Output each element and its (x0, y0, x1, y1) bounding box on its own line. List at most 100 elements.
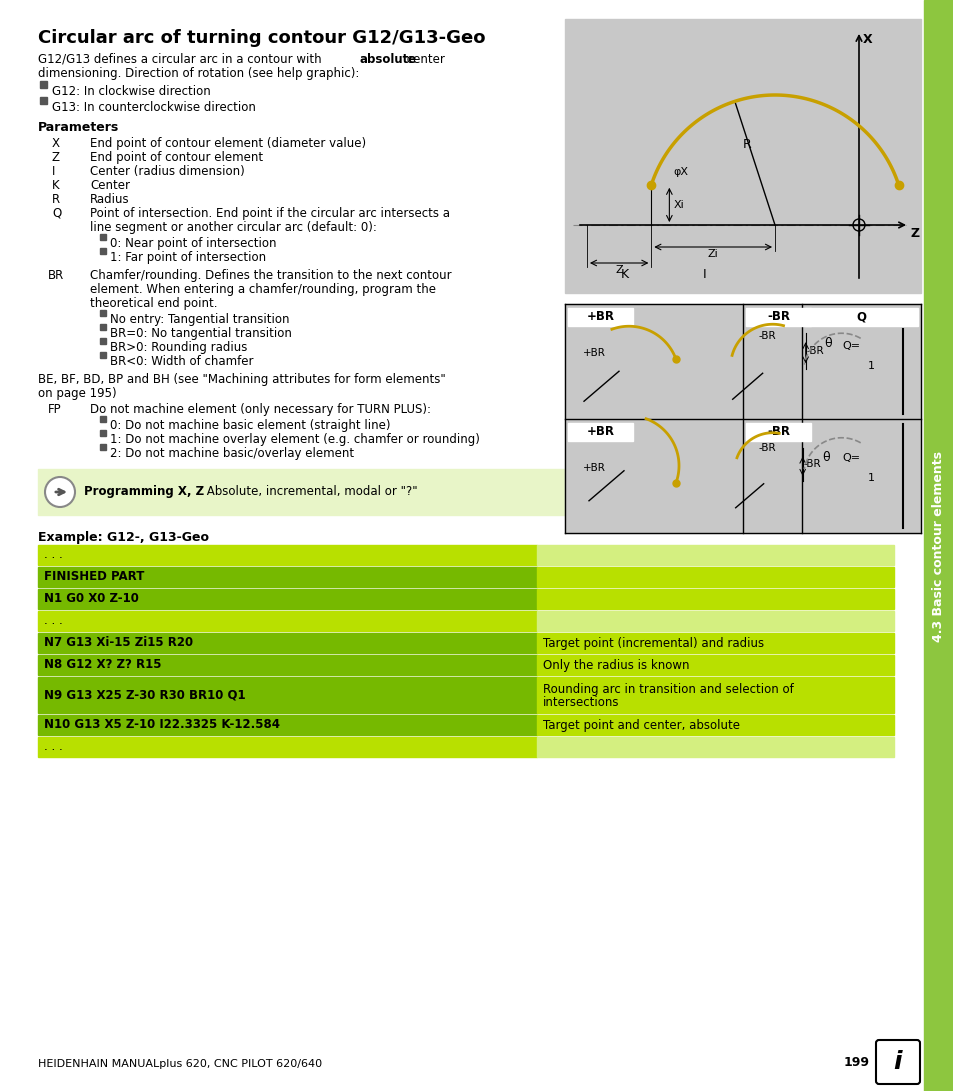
Text: element. When entering a chamfer/rounding, program the: element. When entering a chamfer/roundin… (90, 283, 436, 296)
Text: R: R (741, 139, 751, 152)
Bar (537, 611, 893, 631)
Bar (564, 304, 920, 533)
Text: : Absolute, incremental, modal or "?": : Absolute, incremental, modal or "?" (199, 485, 417, 499)
Text: 1: 1 (867, 361, 874, 371)
Bar (100, 233, 106, 240)
Text: Q: Q (52, 207, 61, 220)
Text: BE, BF, BD, BP and BH (see "Machining attributes for form elements": BE, BF, BD, BP and BH (see "Machining at… (38, 373, 445, 386)
Text: φX: φX (673, 167, 688, 177)
Text: X: X (52, 137, 60, 149)
Text: 4.3 Basic contour elements: 4.3 Basic contour elements (931, 451, 944, 642)
Text: +BR: +BR (586, 311, 614, 324)
Text: N10 G13 X5 Z-10 I22.3325 K-12.584: N10 G13 X5 Z-10 I22.3325 K-12.584 (44, 719, 280, 731)
Text: G12: In clockwise direction: G12: In clockwise direction (52, 85, 211, 98)
Text: Radius: Radius (90, 193, 130, 206)
Bar (100, 352, 106, 358)
Text: θ: θ (823, 337, 831, 350)
Text: Z: Z (910, 227, 919, 240)
Bar (537, 738, 893, 757)
Bar (100, 416, 106, 422)
Text: N9 G13 X25 Z-30 R30 BR10 Q1: N9 G13 X25 Z-30 R30 BR10 Q1 (44, 688, 245, 702)
Text: End point of contour element: End point of contour element (90, 151, 263, 164)
Circle shape (45, 477, 75, 507)
Text: Parameters: Parameters (38, 121, 119, 134)
Bar (564, 19, 920, 293)
Text: Chamfer/rounding. Defines the transition to the next contour: Chamfer/rounding. Defines the transition… (90, 269, 451, 281)
Text: +BR: +BR (582, 348, 605, 358)
Bar (537, 567, 893, 587)
Text: Zi: Zi (707, 249, 718, 259)
Bar (537, 589, 893, 609)
Bar (537, 655, 893, 675)
Text: intersections: intersections (542, 695, 618, 708)
FancyBboxPatch shape (875, 1040, 919, 1084)
Bar (40, 97, 47, 104)
Text: Q=: Q= (841, 453, 860, 463)
Bar (38, 655, 537, 675)
Bar (38, 589, 537, 609)
Text: 1: Do not machine overlay element (e.g. chamfer or rounding): 1: Do not machine overlay element (e.g. … (110, 433, 479, 446)
Text: Programming X, Z: Programming X, Z (84, 485, 204, 499)
Text: K: K (52, 179, 59, 192)
Text: 0: Near point of intersection: 0: Near point of intersection (110, 237, 276, 250)
Text: BR>0: Rounding radius: BR>0: Rounding radius (110, 341, 247, 353)
Text: on page 195): on page 195) (38, 387, 116, 400)
Text: Point of intersection. End point if the circular arc intersects a: Point of intersection. End point if the … (90, 207, 450, 220)
Text: absolute: absolute (359, 53, 416, 65)
Text: 1: 1 (867, 472, 874, 482)
Bar (100, 248, 106, 254)
Bar (100, 338, 106, 344)
Text: line segment or another circular arc (default: 0):: line segment or another circular arc (de… (90, 221, 376, 233)
Bar (745, 308, 810, 326)
Text: +BR: +BR (586, 425, 614, 437)
Text: 1: Far point of intersection: 1: Far point of intersection (110, 251, 266, 264)
Bar (38, 546, 537, 565)
Text: Only the radius is known: Only the radius is known (542, 659, 689, 671)
Text: Center (radius dimension): Center (radius dimension) (90, 165, 245, 178)
Bar (537, 715, 893, 735)
Text: Center: Center (90, 179, 130, 192)
Text: . . .: . . . (44, 614, 63, 627)
Text: Do not machine element (only necessary for TURN PLUS):: Do not machine element (only necessary f… (90, 403, 431, 416)
Text: FINISHED PART: FINISHED PART (44, 571, 144, 584)
Text: HEIDENHAIN MANUALplus 620, CNC PILOT 620/640: HEIDENHAIN MANUALplus 620, CNC PILOT 620… (38, 1059, 322, 1069)
Text: Example: G12-, G13-Geo: Example: G12-, G13-Geo (38, 531, 209, 544)
Text: 0: Do not machine basic element (straight line): 0: Do not machine basic element (straigh… (110, 419, 390, 432)
Bar (537, 633, 893, 654)
Bar (804, 308, 917, 326)
Bar (100, 310, 106, 316)
Text: +BR: +BR (582, 463, 605, 472)
Text: center: center (402, 53, 444, 65)
Text: Target point (incremental) and radius: Target point (incremental) and radius (542, 636, 763, 649)
Bar (38, 738, 537, 757)
Bar (100, 324, 106, 329)
Text: -BR: -BR (758, 332, 776, 341)
Text: No entry: Tangential transition: No entry: Tangential transition (110, 313, 289, 326)
Text: G13: In counterclockwise direction: G13: In counterclockwise direction (52, 101, 255, 113)
Text: theoretical end point.: theoretical end point. (90, 297, 217, 310)
Text: BR=0: No tangential transition: BR=0: No tangential transition (110, 327, 292, 340)
Text: N7 G13 Xi-15 Zi15 R20: N7 G13 Xi-15 Zi15 R20 (44, 636, 193, 649)
Text: 199: 199 (843, 1056, 869, 1069)
Text: N1 G0 X0 Z-10: N1 G0 X0 Z-10 (44, 592, 139, 606)
Bar (40, 81, 47, 88)
Text: -BR: -BR (806, 346, 823, 357)
Text: X: X (862, 33, 872, 46)
Text: i: i (893, 1050, 902, 1074)
Text: R: R (52, 193, 60, 206)
Text: BR: BR (48, 269, 64, 281)
Text: . . .: . . . (44, 549, 63, 562)
Text: dimensioning. Direction of rotation (see help graphic):: dimensioning. Direction of rotation (see… (38, 67, 359, 80)
Text: Xi: Xi (673, 200, 683, 209)
Text: BR<0: Width of chamfer: BR<0: Width of chamfer (110, 355, 253, 368)
Bar (567, 422, 633, 441)
Bar (100, 430, 106, 436)
Text: -BR: -BR (766, 425, 789, 437)
Text: N8 G12 X? Z? R15: N8 G12 X? Z? R15 (44, 659, 161, 671)
Text: θ: θ (821, 452, 828, 465)
Text: FP: FP (48, 403, 62, 416)
Text: Rounding arc in transition and selection of: Rounding arc in transition and selection… (542, 683, 793, 695)
Text: Circular arc of turning contour G12/G13-Geo: Circular arc of turning contour G12/G13-… (38, 29, 485, 47)
Bar (38, 567, 537, 587)
Text: End point of contour element (diameter value): End point of contour element (diameter v… (90, 137, 366, 149)
